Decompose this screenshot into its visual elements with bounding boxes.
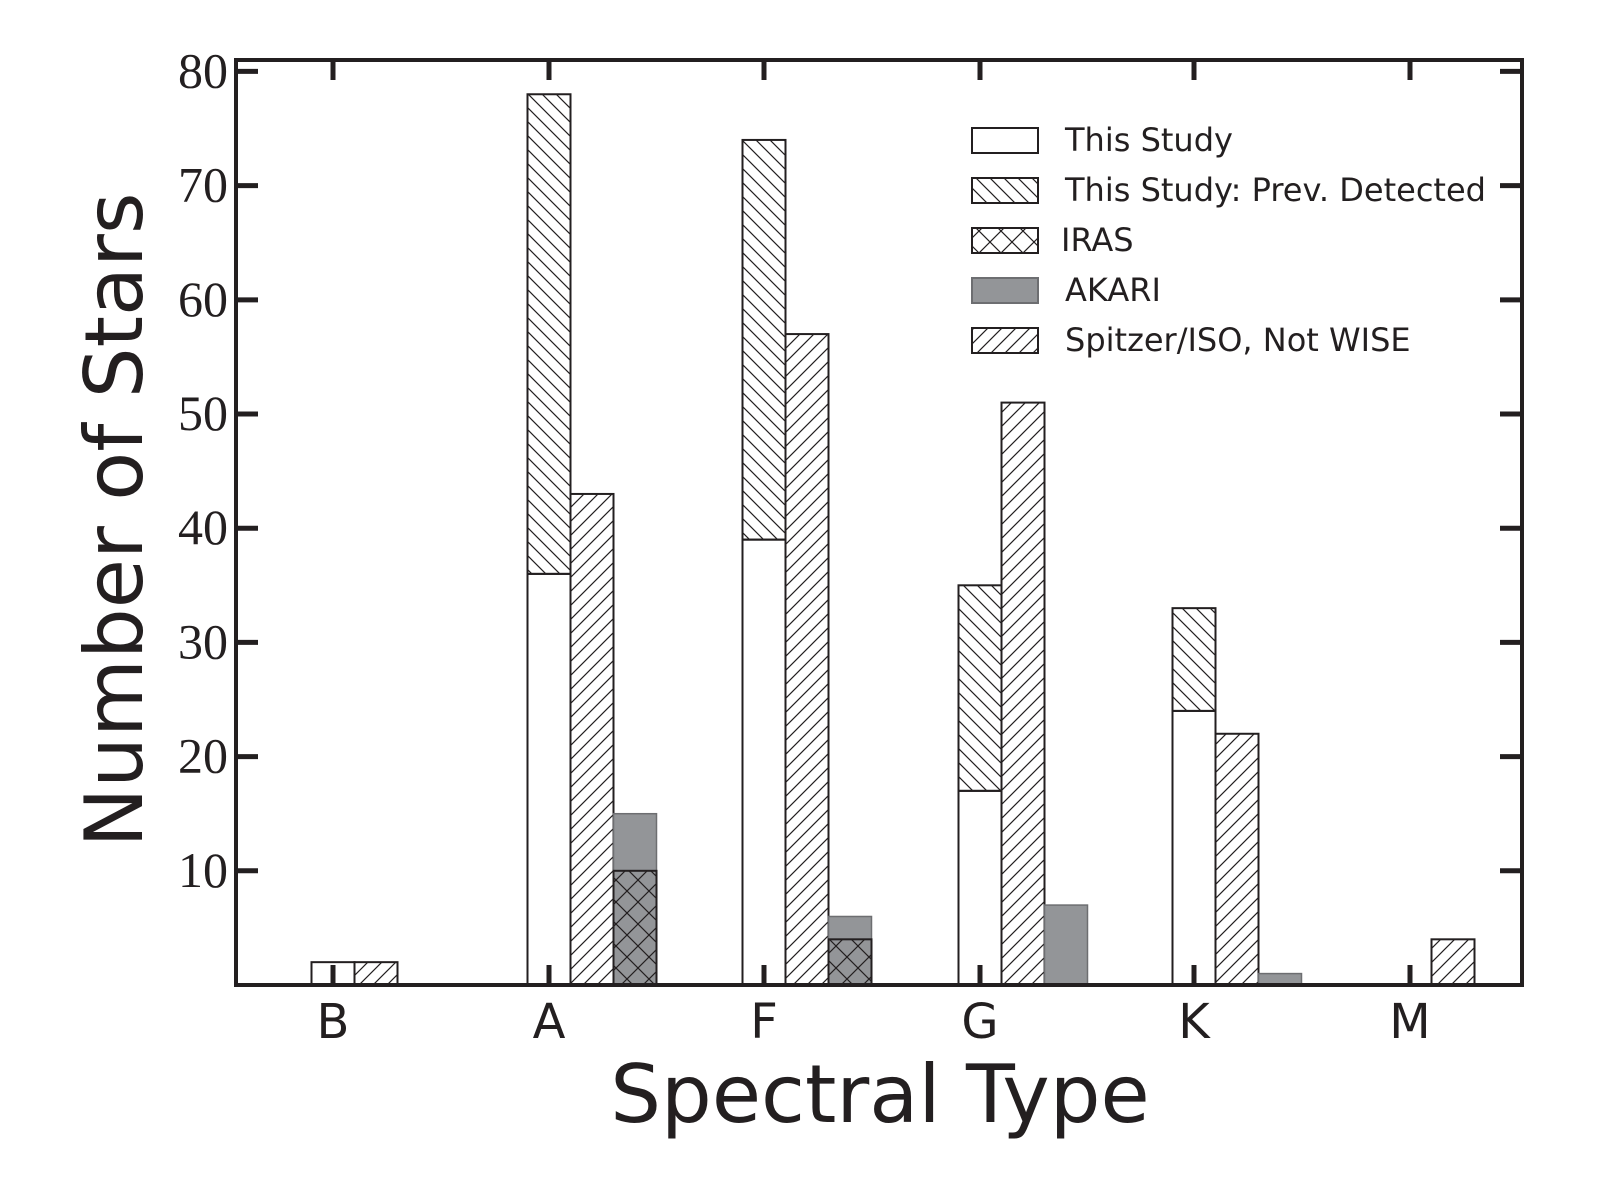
x-tick-label: B: [317, 994, 350, 1050]
x-tick-label: G: [961, 994, 998, 1050]
bar-akari-g: [1043, 904, 1089, 986]
legend-label-spitzer-iso-not-wise: Spitzer/ISO, Not WISE: [1065, 321, 1411, 359]
bar-spitzer-iso-not-wise-f: [784, 333, 830, 986]
legend-swatch-iras: [971, 227, 1039, 254]
legend: This Study This Study: Prev. Detected IRAS…: [971, 121, 1486, 359]
y-tick-label: 20: [178, 728, 228, 784]
bar-spitzer-iso-not-wise-a: [569, 492, 615, 986]
legend-swatch-this-study: [971, 127, 1039, 154]
bar-iras-f: [827, 938, 873, 986]
y-tick-label: 40: [178, 499, 228, 555]
bar-this-study-prev-detected-a: [526, 93, 572, 575]
axes-layer: 10 20 30 40 50 60 70 80 B A F G K M: [178, 42, 1524, 1050]
y-tick-label: 30: [178, 613, 228, 669]
bar-this-study-prev-detected-g: [957, 584, 1003, 792]
bar-spitzer-iso-not-wise-m: [1430, 938, 1476, 986]
bar-this-study-prev-detected-f: [741, 138, 787, 541]
x-tick-label: A: [533, 994, 566, 1050]
x-tick-label: F: [750, 994, 778, 1050]
y-tick-label: 10: [178, 842, 228, 898]
bar-iras-a: [612, 869, 658, 987]
legend-swatch-akari: [971, 277, 1039, 304]
legend-label-akari: AKARI: [1065, 271, 1161, 309]
legend-swatch-this-study-prev-detected: [971, 177, 1039, 204]
legend-label-iras: IRAS: [1061, 221, 1134, 259]
y-axis-label: Number of Stars: [68, 192, 161, 847]
legend-label-this-study: This Study: [1064, 121, 1233, 159]
bar-this-study-f: [741, 538, 787, 986]
x-tick-label: M: [1389, 994, 1430, 1050]
bar-spitzer-iso-not-wise-g: [1000, 401, 1046, 986]
legend-label-this-study-prev-detected: This Study: Prev. Detected: [1064, 171, 1486, 209]
plot-frame: [234, 58, 1524, 987]
y-tick-label: 70: [178, 157, 228, 213]
x-tick-label: K: [1178, 994, 1211, 1050]
legend-swatch-spitzer-iso-not-wise: [971, 327, 1039, 354]
y-tick-label: 50: [178, 385, 228, 441]
y-tick-label: 80: [178, 42, 228, 98]
y-tick-label: 60: [178, 271, 228, 327]
bar-this-study-a: [526, 572, 572, 987]
bar-this-study-k: [1171, 709, 1217, 986]
bar-this-study-g: [957, 789, 1003, 986]
bar-spitzer-iso-not-wise-b: [353, 961, 399, 987]
bar-spitzer-iso-not-wise-k: [1214, 732, 1260, 987]
bar-this-study-prev-detected-k: [1171, 607, 1217, 712]
x-axis-label: Spectral Type: [610, 1048, 1149, 1141]
bars-layer: [310, 93, 1476, 987]
